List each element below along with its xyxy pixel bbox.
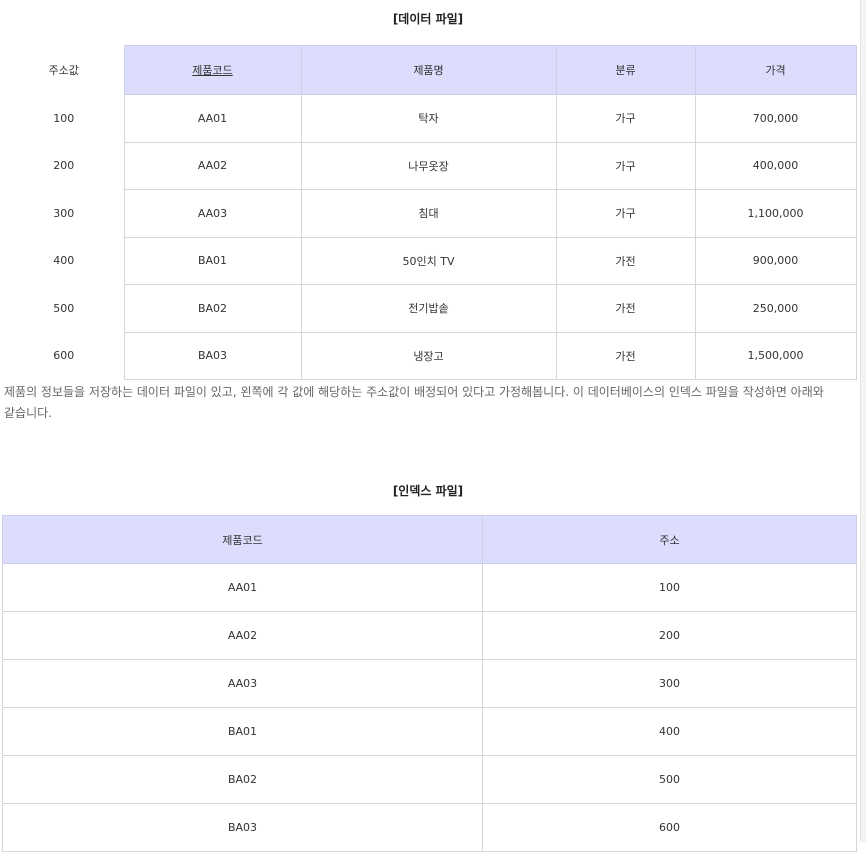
table-row: AA01 100 [2, 563, 857, 612]
product-name-cell: 탁자 [300, 94, 557, 143]
product-name-column-header: 제품명 [300, 45, 557, 95]
price-cell: 1,100,000 [694, 189, 857, 238]
table-row: 200 AA02 나무옷장 가구 400,000 [4, 141, 857, 190]
table-header-row: 제품코드 주소 [2, 515, 857, 564]
category-cell: 가전 [555, 236, 696, 285]
index-code-column-header: 제품코드 [2, 515, 483, 564]
product-name-cell: 나무옷장 [300, 141, 557, 190]
index-address-column-header: 주소 [482, 515, 857, 564]
index-address-cell: 100 [482, 563, 857, 612]
product-name-cell: 전기밥솥 [300, 284, 557, 333]
category-cell: 가구 [555, 94, 696, 143]
price-column-header: 가격 [694, 45, 857, 95]
product-name-cell: 50인치 TV [300, 236, 557, 285]
index-address-cell: 500 [482, 755, 857, 804]
address-cell: 300 [4, 189, 125, 237]
product-code-header-link[interactable]: 제품코드 [192, 64, 233, 77]
index-address-cell: 200 [482, 611, 857, 660]
table-row: BA03 600 [2, 803, 857, 852]
index-code-cell: AA01 [2, 563, 483, 612]
table-row: 300 AA03 침대 가구 1,100,000 [4, 189, 857, 238]
address-cell: 200 [4, 142, 125, 190]
address-cell: 100 [4, 94, 125, 142]
table-header-row: 주소값 제품코드 제품명 분류 가격 [4, 45, 857, 95]
product-code-cell: AA03 [123, 189, 302, 238]
table-row: 500 BA02 전기밥솥 가전 250,000 [4, 284, 857, 333]
price-cell: 900,000 [694, 236, 857, 285]
price-cell: 400,000 [694, 141, 857, 190]
category-column-header: 분류 [555, 45, 696, 95]
product-name-cell: 냉장고 [300, 331, 557, 380]
index-code-cell: AA03 [2, 659, 483, 708]
category-cell: 가구 [555, 141, 696, 190]
index-file-caption: [인덱스 파일] [392, 484, 464, 498]
index-code-cell: BA02 [2, 755, 483, 804]
table-row: 100 AA01 탁자 가구 700,000 [4, 94, 857, 143]
product-code-cell: AA02 [123, 141, 302, 190]
address-cell: 400 [4, 237, 125, 285]
product-code-cell: AA01 [123, 94, 302, 143]
product-code-cell: BA01 [123, 236, 302, 285]
data-file-caption: [데이터 파일] [392, 12, 464, 26]
price-cell: 1,500,000 [694, 331, 857, 380]
address-column-header: 주소값 [4, 45, 124, 95]
index-address-cell: 600 [482, 803, 857, 852]
table-row: 400 BA01 50인치 TV 가전 900,000 [4, 236, 857, 285]
index-code-cell: BA03 [2, 803, 483, 852]
product-code-cell: BA02 [123, 284, 302, 333]
index-address-cell: 400 [482, 707, 857, 756]
product-code-cell: BA03 [123, 331, 302, 380]
category-cell: 가전 [555, 331, 696, 380]
category-cell: 가전 [555, 284, 696, 333]
index-code-cell: AA02 [2, 611, 483, 660]
description-paragraph: 제품의 정보들을 저장하는 데이터 파일이 있고, 왼쪽에 각 값에 해당하는 … [4, 385, 824, 420]
address-cell: 500 [4, 284, 125, 332]
product-code-column-header[interactable]: 제품코드 [123, 45, 302, 95]
product-name-cell: 침대 [300, 189, 557, 238]
category-cell: 가구 [555, 189, 696, 238]
table-row: AA03 300 [2, 659, 857, 708]
price-cell: 250,000 [694, 284, 857, 333]
page-scrollbar-edge[interactable] [860, 0, 866, 842]
data-file-table: 주소값 제품코드 제품명 분류 가격 100 AA01 탁자 가구 700,00… [4, 45, 857, 380]
address-cell: 600 [4, 332, 125, 380]
index-address-cell: 300 [482, 659, 857, 708]
table-row: BA02 500 [2, 755, 857, 804]
table-row: 600 BA03 냉장고 가전 1,500,000 [4, 331, 857, 380]
index-code-cell: BA01 [2, 707, 483, 756]
price-cell: 700,000 [694, 94, 857, 143]
index-file-table: 제품코드 주소 AA01 100 AA02 200 AA03 300 BA01 … [2, 515, 857, 852]
table-row: BA01 400 [2, 707, 857, 756]
table-row: AA02 200 [2, 611, 857, 660]
